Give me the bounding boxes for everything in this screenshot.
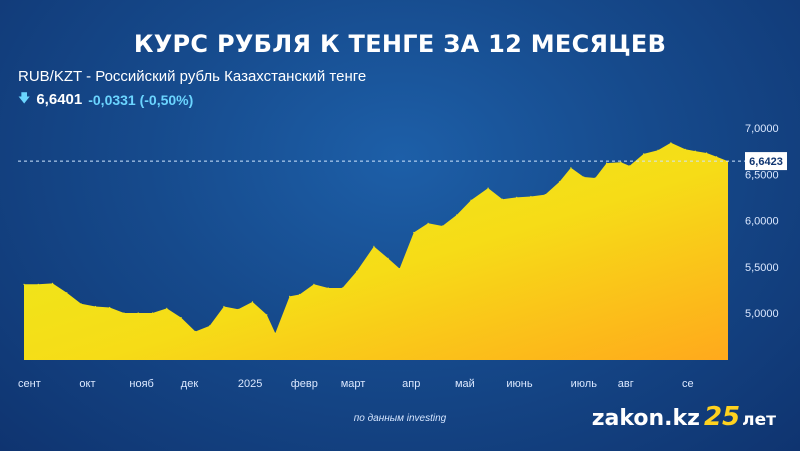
data-point <box>23 283 25 285</box>
data-point <box>427 222 429 224</box>
data-point <box>716 156 718 158</box>
data-point <box>628 165 631 167</box>
data-point <box>470 199 472 201</box>
data-point <box>606 162 608 164</box>
y-tick-label: 6,0000 <box>745 216 779 228</box>
data-point <box>570 167 572 169</box>
brand-site: zakon.kz <box>591 406 700 431</box>
brand-number: 25 <box>703 402 741 432</box>
data-point <box>109 306 111 309</box>
data-point <box>501 198 503 200</box>
data-point <box>194 330 196 333</box>
instrument-name: RUB/KZT - Российский рубль Казахстанский… <box>18 68 367 85</box>
data-point <box>289 295 291 297</box>
data-point <box>237 308 239 310</box>
data-point <box>441 225 443 227</box>
x-tick-label: дек <box>181 378 199 390</box>
down-arrow-icon: 🡇 <box>18 91 31 105</box>
data-point <box>299 293 301 296</box>
x-tick-label: 2025 <box>238 378 262 390</box>
data-point <box>123 312 125 314</box>
data-point <box>387 257 389 259</box>
data-point <box>341 287 343 289</box>
current-value-badge <box>745 152 787 171</box>
data-point <box>456 214 458 216</box>
data-point <box>684 148 686 150</box>
data-point <box>274 332 276 334</box>
data-point <box>516 196 518 198</box>
data-point <box>487 187 489 189</box>
series-area <box>24 142 728 360</box>
data-point <box>694 150 696 152</box>
data-point <box>80 303 82 305</box>
y-tick-label: 5,5000 <box>745 262 779 274</box>
data-point <box>558 181 561 183</box>
data-point <box>166 307 168 309</box>
x-tick-label: май <box>455 378 475 390</box>
data-point <box>223 305 225 308</box>
current-value-label: 6,6423 <box>749 156 783 168</box>
data-point <box>94 305 96 308</box>
data-point <box>657 149 659 151</box>
data-point <box>373 245 375 247</box>
data-point <box>52 282 54 284</box>
x-tick-label: июнь <box>506 378 532 390</box>
data-point <box>327 287 329 289</box>
y-tick-label: 5,0000 <box>745 308 779 320</box>
data-point <box>151 312 154 314</box>
data-point <box>137 312 139 314</box>
data-point <box>413 231 415 234</box>
price-change: -0,0331 (-0,50%) <box>88 91 194 108</box>
data-point <box>620 161 622 163</box>
x-tick-label: се <box>682 378 694 390</box>
data-point <box>313 283 315 285</box>
data-point <box>583 176 585 178</box>
data-point <box>251 301 254 303</box>
data-point <box>266 314 268 316</box>
data-point <box>643 153 645 155</box>
data-point <box>670 142 672 144</box>
chart-title: КУРС РУБЛЯ К ТЕНГЕ ЗА 12 МЕСЯЦЕВ <box>133 30 667 58</box>
brand-suffix: лет <box>742 410 776 430</box>
data-source-note: по данным investing <box>353 413 447 424</box>
data-point <box>37 283 39 285</box>
data-point <box>544 194 546 196</box>
x-tick-label: апр <box>402 378 420 390</box>
x-tick-label: июль <box>571 378 598 390</box>
data-point <box>706 152 708 154</box>
data-point <box>66 292 68 294</box>
current-price: 6,6401 <box>36 91 83 108</box>
x-tick-label: нояб <box>129 378 153 390</box>
data-point <box>356 270 358 272</box>
brand-logo: zakon.kz 25 лет <box>592 402 776 432</box>
data-point <box>209 325 211 327</box>
data-point <box>399 268 401 270</box>
x-tick-label: окт <box>79 378 95 390</box>
y-tick-label: 6,5000 <box>745 169 779 181</box>
data-point <box>530 195 532 198</box>
y-tick-label: 7,0000 <box>745 123 779 135</box>
data-point <box>180 317 182 319</box>
x-tick-label: февр <box>291 378 318 390</box>
data-point <box>594 177 596 179</box>
x-tick-label: март <box>341 378 366 390</box>
quote-row: 🡇 6,6401 -0,0331 (-0,50%) <box>18 89 193 110</box>
x-tick-label: сент <box>18 378 41 390</box>
x-tick-label: авг <box>618 378 634 390</box>
